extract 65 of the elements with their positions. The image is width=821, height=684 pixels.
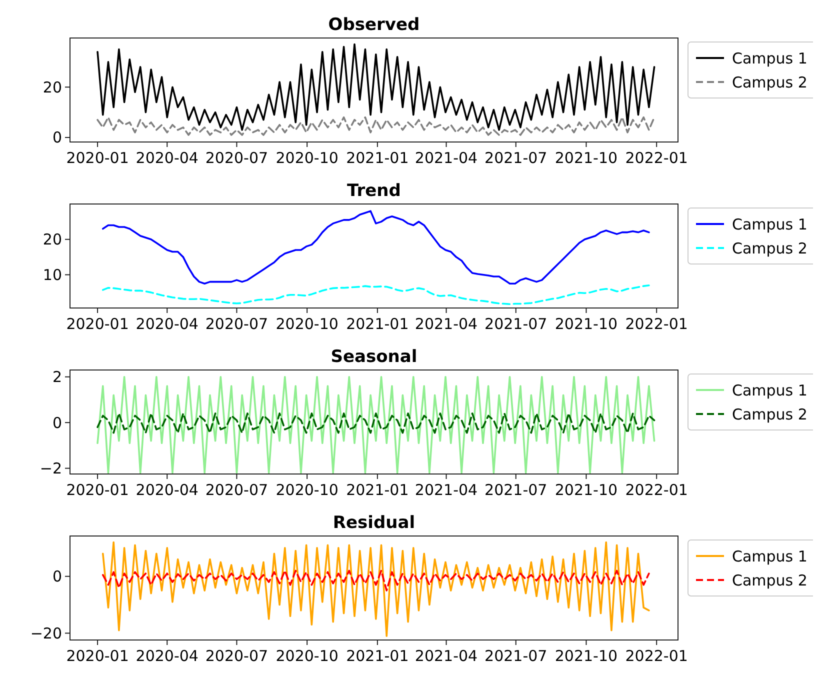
x-tick-label: 2020-01 [66, 481, 129, 499]
chart-title: Seasonal [330, 347, 418, 367]
x-tick-label: 2021-10 [554, 481, 618, 499]
y-tick-label: −20 [30, 624, 62, 642]
x-tick-label: 2022-01 [625, 647, 688, 665]
line-series [102, 284, 650, 306]
x-tick-label: 2021-10 [554, 149, 618, 167]
x-tick-label: 2022-01 [625, 481, 688, 499]
x-tick-label: 2020-04 [136, 149, 198, 167]
x-tick-label: 2020-01 [66, 149, 129, 167]
line-series [96, 412, 656, 434]
y-tick-label: 20 [42, 78, 62, 96]
chart-title: Residual [332, 513, 416, 533]
x-tick-label: 2020-10 [276, 647, 338, 665]
x-tick-label: 2020-10 [276, 481, 338, 499]
x-tick-label: 2021-10 [554, 315, 618, 333]
legend-label: Campus 1 [732, 547, 808, 566]
x-tick-label: 2021-07 [484, 647, 548, 665]
x-tick-label: 2020-10 [276, 149, 338, 167]
x-tick-label: 2021-10 [554, 647, 618, 665]
line-series [96, 116, 656, 136]
x-tick-label: 2020-07 [205, 315, 268, 333]
x-tick-label: 2021-01 [346, 149, 409, 167]
x-tick-label: 2020-10 [276, 315, 338, 333]
x-tick-label: 2021-04 [414, 315, 478, 333]
y-tick-label: 0 [52, 414, 62, 432]
x-tick-label: 2022-01 [625, 149, 688, 167]
x-tick-label: 2021-07 [484, 481, 548, 499]
y-tick-label: 0 [52, 128, 62, 147]
y-tick-label: 2 [52, 368, 62, 386]
y-tick-label: 20 [42, 230, 62, 249]
x-tick-label: 2021-01 [346, 315, 409, 333]
x-tick-label: 2021-04 [414, 481, 478, 499]
legend-label: Campus 1 [732, 381, 808, 400]
x-tick-label: 2021-07 [484, 149, 548, 167]
legend-label: Campus 1 [732, 49, 808, 68]
chart-title: Trend [347, 181, 401, 201]
x-tick-label: 2020-07 [205, 149, 268, 167]
legend-label: Campus 2 [732, 239, 808, 258]
legend-label: Campus 2 [732, 405, 808, 424]
x-tick-label: 2020-07 [205, 481, 268, 499]
y-tick-label: 10 [42, 266, 62, 284]
x-tick-label: 2020-01 [66, 647, 129, 665]
chart-title: Observed [328, 15, 420, 35]
x-tick-label: 2021-01 [346, 647, 409, 665]
x-tick-label: 2020-04 [136, 481, 198, 499]
x-tick-label: 2021-07 [484, 315, 548, 333]
x-tick-label: 2022-01 [625, 315, 688, 333]
line-series [102, 210, 650, 284]
x-tick-label: 2020-07 [205, 647, 268, 665]
y-tick-label: −2 [40, 460, 62, 478]
x-tick-label: 2021-04 [414, 647, 478, 665]
x-tick-label: 2021-01 [346, 481, 409, 499]
legend-label: Campus 2 [732, 571, 808, 590]
line-series [102, 570, 650, 592]
x-tick-label: 2020-04 [136, 315, 198, 333]
line-series [96, 43, 656, 131]
y-tick-label: 0 [52, 568, 62, 586]
line-series [102, 541, 650, 637]
x-tick-label: 2021-04 [414, 149, 478, 167]
line-series [96, 376, 656, 474]
x-tick-label: 2020-01 [66, 315, 129, 333]
legend-label: Campus 2 [732, 73, 808, 92]
x-tick-label: 2020-04 [136, 647, 198, 665]
legend-label: Campus 1 [732, 215, 808, 234]
